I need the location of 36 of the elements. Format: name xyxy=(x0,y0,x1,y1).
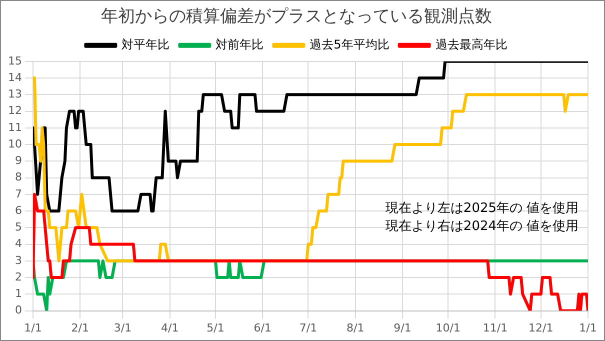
x-tick-label: 2/1 xyxy=(71,321,89,334)
x-tick-label: 1/1 xyxy=(24,321,42,334)
x-tick-label: 3/1 xyxy=(114,321,132,334)
y-tick-label: 7 xyxy=(14,187,22,200)
x-tick-label: 12/1 xyxy=(528,321,554,334)
legend-label: 過去最高年比 xyxy=(435,38,508,52)
y-tick-label: 15 xyxy=(8,54,22,68)
y-tick-label: 11 xyxy=(8,120,22,134)
y-tick-label: 12 xyxy=(8,104,22,118)
legend-label: 対平年比 xyxy=(122,38,170,52)
annotation: 現在より右は2024年の 値を使用 xyxy=(385,218,579,234)
legend-label: 過去5年平均比 xyxy=(310,38,390,52)
y-tick-label: 0 xyxy=(14,304,22,317)
y-tick-label: 13 xyxy=(8,88,22,101)
y-tick-label: 4 xyxy=(14,237,22,250)
x-tick-label: 9/1 xyxy=(394,321,412,334)
y-tick-label: 10 xyxy=(8,137,22,150)
y-tick-label: 14 xyxy=(8,70,22,84)
x-tick-label: 5/1 xyxy=(206,321,224,334)
y-tick-label: 3 xyxy=(14,254,22,267)
y-tick-label: 5 xyxy=(14,220,22,234)
chart-title: 年初からの積算偏差がプラスとなっている観測点数 xyxy=(101,6,492,27)
x-tick-label: 4/1 xyxy=(160,321,179,334)
x-tick-label: 10/1 xyxy=(436,321,460,334)
y-tick-label: 6 xyxy=(14,204,22,217)
x-tick-label: 7/1 xyxy=(299,321,318,334)
y-tick-label: 9 xyxy=(14,154,22,168)
y-tick-label: 2 xyxy=(14,270,22,284)
y-tick-label: 1 xyxy=(14,287,22,300)
annotation: 現在より左は2025年の 値を使用 xyxy=(385,200,579,216)
x-tick-label: 1/1 xyxy=(579,321,597,334)
x-tick-label: 6/1 xyxy=(254,321,272,334)
x-tick-label: 11/1 xyxy=(482,321,508,334)
y-tick-label: 8 xyxy=(14,170,22,184)
legend-label: 対前年比 xyxy=(216,38,264,52)
x-tick-label: 8/1 xyxy=(346,321,364,334)
